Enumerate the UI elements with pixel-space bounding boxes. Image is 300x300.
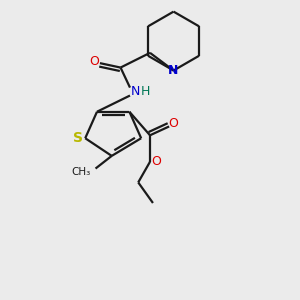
- Text: CH₃: CH₃: [72, 167, 91, 177]
- Text: S: S: [73, 131, 83, 145]
- Text: H: H: [141, 85, 150, 98]
- Text: O: O: [152, 155, 161, 168]
- Text: O: O: [89, 55, 99, 68]
- Text: O: O: [169, 117, 178, 130]
- Text: N: N: [168, 64, 179, 77]
- Text: N: N: [130, 85, 140, 98]
